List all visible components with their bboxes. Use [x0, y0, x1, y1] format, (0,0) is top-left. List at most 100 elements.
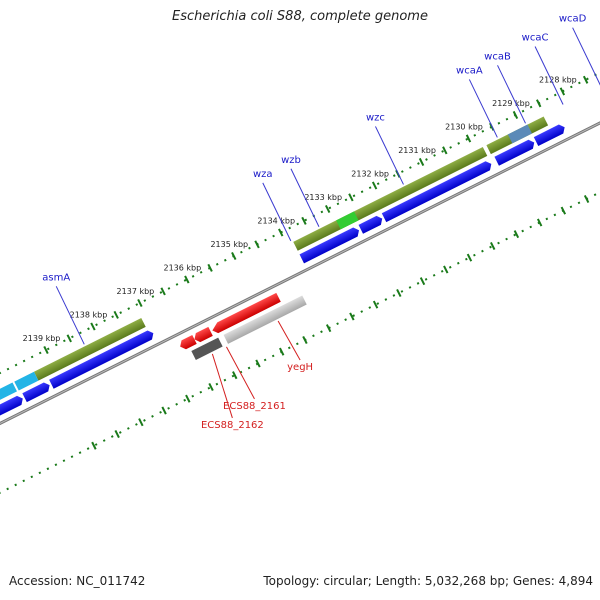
gene-label-wzb: wzb	[281, 155, 301, 166]
inner-major-tick	[161, 406, 167, 415]
gene-arrow-red	[194, 326, 213, 343]
tick-label-2133: 2133 kbp	[304, 193, 342, 202]
gene-arrow-red	[212, 292, 281, 334]
tick-label-2135: 2135 kbp	[210, 240, 248, 249]
major-tick	[442, 146, 448, 155]
tick-label-2136: 2136 kbp	[164, 264, 202, 273]
gene-track-blue	[0, 124, 565, 421]
gene-track-reverse	[180, 292, 307, 360]
major-tick	[371, 181, 378, 190]
inner-major-tick	[114, 430, 120, 439]
tick-label-2138: 2138 kbp	[70, 311, 108, 320]
major-tick	[348, 193, 354, 202]
gene-bar-cyan	[14, 371, 39, 391]
inner-major-tick	[349, 312, 355, 321]
tick-label-2139: 2139 kbp	[23, 334, 61, 343]
gene-arrow-blue	[0, 395, 23, 421]
major-tick	[184, 275, 190, 284]
inner-major-tick	[466, 253, 473, 262]
inner-major-tick	[513, 230, 520, 239]
tick-label-2129: 2129 kbp	[492, 99, 530, 108]
gene-leader-line	[534, 46, 564, 105]
tick-labels: 2128 kbp 2129 kbp 2130 kbp 2131 kbp 2132 kbp…	[23, 75, 577, 343]
genome-summary: Topology: circular; Length: 5,032,268 bp…	[263, 574, 593, 588]
gene-arrow-blue	[533, 124, 565, 147]
inner-major-tick	[138, 418, 144, 427]
gene-arrow-blue	[49, 330, 154, 389]
gene-arrow-blue	[299, 227, 359, 264]
gene-leader-line	[468, 79, 498, 138]
gene-labels-bottom: yegH ECS88_2161 ECS88_2162	[201, 320, 313, 431]
inner-major-tick	[325, 324, 332, 333]
inner-major-tick	[279, 347, 285, 356]
gene-leader-line	[290, 168, 320, 227]
gene-track-forward	[0, 116, 549, 413]
gene-bar-cyan	[0, 382, 17, 413]
major-tick	[278, 228, 284, 237]
gene-arrow-blue	[358, 215, 383, 234]
gene-label-yegH: yegH	[287, 362, 313, 373]
map-title: Escherichia coli S88, complete genome	[172, 9, 428, 24]
gene-bar-silver	[223, 295, 307, 344]
gene-leader-line	[226, 346, 255, 400]
gene-label-wza: wza	[253, 169, 273, 180]
inner-major-tick	[208, 383, 214, 392]
inner-major-tick	[443, 265, 449, 274]
inner-tick-track	[0, 109, 600, 559]
gene-label-asmA: asmA	[42, 272, 70, 283]
major-tick	[231, 251, 237, 261]
gene-bar-olive	[33, 317, 146, 381]
tick-label-2128: 2128 kbp	[539, 75, 577, 84]
gene-label-ECS88_2162: ECS88_2162	[201, 420, 264, 431]
inner-major-tick	[232, 371, 238, 380]
accession-label: Accession: NC_011742	[9, 574, 146, 588]
tick-label-2130: 2130 kbp	[445, 123, 483, 132]
inner-major-tick	[372, 300, 379, 309]
major-tick	[254, 240, 260, 249]
gene-bar-green	[336, 211, 359, 230]
major-tick	[301, 216, 307, 225]
gene-label-wcaD: wcaD	[559, 14, 587, 25]
gene-leader-line	[262, 182, 292, 242]
major-tick	[418, 157, 425, 166]
genome-backbone	[0, 53, 600, 504]
inner-major-tick	[185, 394, 191, 403]
gene-arrow-red	[180, 334, 197, 350]
inner-major-tick	[255, 359, 261, 368]
gene-bar-steel	[507, 124, 533, 144]
inner-major-tick	[490, 241, 496, 251]
tick-label-2131: 2131 kbp	[398, 146, 436, 155]
gene-label-wzc: wzc	[366, 112, 385, 123]
major-tick	[113, 310, 119, 319]
gene-leader-line	[55, 286, 85, 345]
inner-major-tick	[583, 194, 590, 204]
gene-leader-line	[572, 27, 600, 86]
tick-label-2132: 2132 kbp	[351, 170, 389, 179]
gene-arrow-blue	[381, 161, 492, 223]
gene-label-wcaA: wcaA	[456, 65, 483, 76]
gene-label-ECS88_2161: ECS88_2161	[223, 401, 286, 412]
inner-major-tick	[396, 288, 402, 298]
tick-label-2137: 2137 kbp	[117, 287, 155, 296]
inner-major-tick	[91, 441, 97, 450]
gene-arrow-blue	[22, 382, 50, 403]
tick-label-2134: 2134 kbp	[257, 217, 295, 226]
inner-major-tick	[419, 277, 426, 286]
inner-major-tick	[560, 206, 567, 215]
inner-major-ticks	[91, 194, 590, 450]
major-tick	[137, 298, 143, 308]
gene-leader-line	[277, 320, 301, 361]
major-tick	[207, 263, 213, 272]
major-tick	[43, 345, 49, 355]
gene-label-wcaC: wcaC	[522, 33, 549, 44]
gene-leader-line	[497, 65, 526, 124]
major-tick	[324, 204, 331, 213]
inner-major-tick	[302, 335, 308, 345]
inner-major-tick	[536, 218, 543, 227]
gene-bar-gray	[191, 337, 223, 360]
gene-arrow-blue	[494, 139, 535, 166]
major-tick	[536, 99, 542, 108]
major-tick	[465, 134, 472, 143]
